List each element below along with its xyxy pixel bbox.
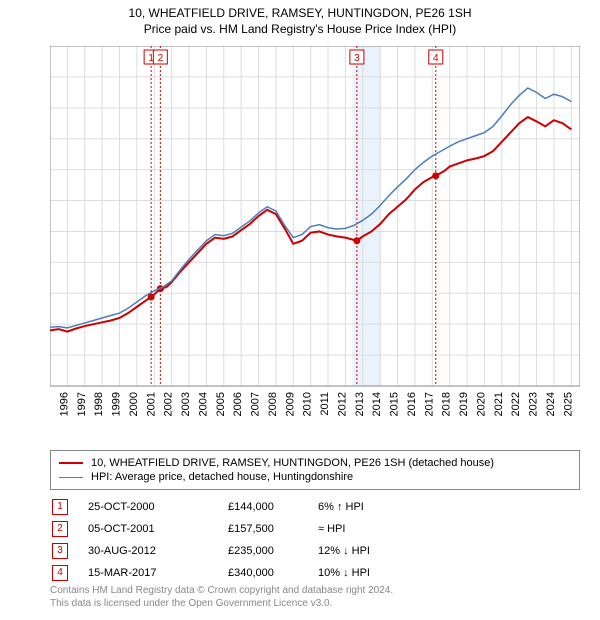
x-tick-label: 2000 <box>128 392 140 416</box>
x-tick-label: 2006 <box>232 392 244 416</box>
x-tick-label: 2005 <box>215 392 227 416</box>
svg-text:4: 4 <box>433 53 439 64</box>
chart-svg: £0£50K£100K£150K£200K£250K£300K£350K£400… <box>50 46 580 416</box>
legend-label: HPI: Average price, detached house, Hunt… <box>91 471 353 483</box>
sale-marker-number: 4 <box>52 565 68 581</box>
sales-row: 1 25-OCT-2000£144,0006% ↑ HPI <box>50 498 580 516</box>
sales-row: 3 30-AUG-2012£235,00012% ↓ HPI <box>50 542 580 560</box>
x-tick-label: 2007 <box>250 392 262 416</box>
x-tick-label: 2019 <box>458 392 470 416</box>
title-block: 10, WHEATFIELD DRIVE, RAMSEY, HUNTINGDON… <box>0 0 600 36</box>
footer-line2: This data is licensed under the Open Gov… <box>50 597 393 610</box>
x-tick-label: 2001 <box>145 392 157 416</box>
sale-hpi-delta: 6% ↑ HPI <box>318 501 438 513</box>
chart-area: £0£50K£100K£150K£200K£250K£300K£350K£400… <box>50 46 580 416</box>
x-tick-label: 2022 <box>510 392 522 416</box>
x-tick-label: 2017 <box>423 392 435 416</box>
x-tick-label: 2021 <box>493 392 505 416</box>
sale-marker-number: 3 <box>52 543 68 559</box>
sale-price: £235,000 <box>228 545 318 557</box>
sale-hpi-delta: 12% ↓ HPI <box>318 545 438 557</box>
sale-date: 15-MAR-2017 <box>88 567 228 579</box>
sale-hpi-delta: ≈ HPI <box>318 523 438 535</box>
chart-container: 10, WHEATFIELD DRIVE, RAMSEY, HUNTINGDON… <box>0 0 600 620</box>
legend-swatch <box>59 462 83 464</box>
title-subtitle: Price paid vs. HM Land Registry's House … <box>0 22 600 36</box>
x-tick-label: 2023 <box>528 392 540 416</box>
title-address: 10, WHEATFIELD DRIVE, RAMSEY, HUNTINGDON… <box>0 6 600 20</box>
sales-row: 2 05-OCT-2001£157,500≈ HPI <box>50 520 580 538</box>
legend-row: HPI: Average price, detached house, Hunt… <box>59 471 571 483</box>
legend: 10, WHEATFIELD DRIVE, RAMSEY, HUNTINGDON… <box>50 450 580 490</box>
sales-row: 4 15-MAR-2017£340,00010% ↓ HPI <box>50 564 580 582</box>
sale-date: 30-AUG-2012 <box>88 545 228 557</box>
x-tick-label: 2020 <box>475 392 487 416</box>
x-tick-label: 2003 <box>180 392 192 416</box>
x-tick-label: 1999 <box>111 392 123 416</box>
x-tick-label: 2013 <box>354 392 366 416</box>
x-tick-label: 2025 <box>562 392 574 416</box>
x-tick-label: 2015 <box>389 392 401 416</box>
x-tick-label: 2011 <box>319 392 331 416</box>
x-tick-label: 2012 <box>336 392 348 416</box>
x-tick-label: 2008 <box>267 392 279 416</box>
sales-table: 1 25-OCT-2000£144,0006% ↑ HPI 2 05-OCT-2001… <box>50 494 580 586</box>
x-tick-label: 2024 <box>545 392 557 416</box>
x-tick-label: 2016 <box>406 392 418 416</box>
legend-row: 10, WHEATFIELD DRIVE, RAMSEY, HUNTINGDON… <box>59 457 571 469</box>
legend-swatch <box>59 477 83 478</box>
x-tick-label: 2014 <box>371 392 383 416</box>
footer: Contains HM Land Registry data © Crown c… <box>50 584 393 610</box>
x-tick-label: 1998 <box>93 392 105 416</box>
x-tick-label: 2010 <box>302 392 314 416</box>
sale-marker-number: 2 <box>52 521 68 537</box>
x-tick-label: 2018 <box>441 392 453 416</box>
sale-hpi-delta: 10% ↓ HPI <box>318 567 438 579</box>
svg-text:2: 2 <box>158 53 164 64</box>
x-tick-label: 2002 <box>163 392 175 416</box>
x-tick-label: 2009 <box>284 392 296 416</box>
sale-date: 25-OCT-2000 <box>88 501 228 513</box>
sale-date: 05-OCT-2001 <box>88 523 228 535</box>
sale-price: £340,000 <box>228 567 318 579</box>
sale-marker-number: 1 <box>52 499 68 515</box>
x-tick-label: 1997 <box>76 392 88 416</box>
svg-text:3: 3 <box>354 53 360 64</box>
footer-line1: Contains HM Land Registry data © Crown c… <box>50 584 393 597</box>
x-tick-label: 2004 <box>197 392 209 416</box>
x-tick-label: 1995 <box>50 392 53 416</box>
sale-price: £144,000 <box>228 501 318 513</box>
x-tick-label: 1996 <box>58 392 70 416</box>
sale-price: £157,500 <box>228 523 318 535</box>
legend-label: 10, WHEATFIELD DRIVE, RAMSEY, HUNTINGDON… <box>91 457 494 469</box>
